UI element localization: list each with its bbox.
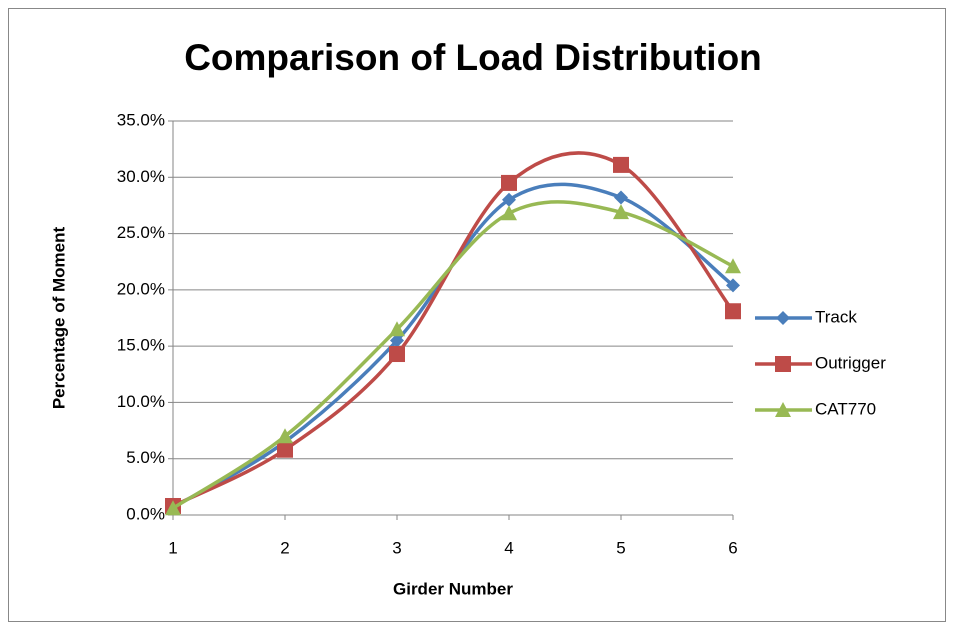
chart-title: Comparison of Load Distribution xyxy=(184,37,762,78)
marker xyxy=(501,174,517,191)
marker xyxy=(501,205,517,221)
marker xyxy=(165,500,181,516)
x-axis-title: Girder Number xyxy=(393,579,513,598)
legend-label: Outrigger xyxy=(815,353,886,372)
chart-border xyxy=(8,8,946,622)
y-axis-title: Percentage of Moment xyxy=(49,227,68,410)
x-tick-label: 5 xyxy=(616,538,625,557)
marker xyxy=(725,303,741,320)
marker xyxy=(502,192,516,207)
legend-label: CAT770 xyxy=(815,399,876,418)
marker xyxy=(613,204,629,220)
y-tick-label: 30.0% xyxy=(117,167,165,186)
y-tick-label: 15.0% xyxy=(117,336,165,355)
marker xyxy=(614,190,628,205)
x-tick-label: 4 xyxy=(504,538,513,557)
marker xyxy=(775,402,791,417)
marker xyxy=(390,333,404,348)
marker xyxy=(776,311,790,325)
legend-label: Track xyxy=(815,307,857,326)
y-tick-label: 5.0% xyxy=(126,448,165,467)
x-tick-label: 6 xyxy=(728,538,737,557)
x-tick-label: 1 xyxy=(168,538,177,557)
marker xyxy=(389,346,405,363)
marker xyxy=(775,356,791,372)
x-tick-label: 3 xyxy=(392,538,401,557)
y-tick-label: 25.0% xyxy=(117,223,165,242)
marker xyxy=(277,441,293,458)
marker xyxy=(725,258,741,274)
x-tick-label: 2 xyxy=(280,538,289,557)
series-line xyxy=(172,200,734,510)
marker xyxy=(613,156,629,173)
marker xyxy=(277,428,293,444)
y-tick-label: 0.0% xyxy=(126,504,165,523)
y-tick-label: 35.0% xyxy=(117,110,165,129)
marker xyxy=(389,321,405,337)
y-tick-label: 10.0% xyxy=(117,392,165,411)
y-tick-label: 20.0% xyxy=(117,279,165,298)
marker xyxy=(726,278,740,293)
